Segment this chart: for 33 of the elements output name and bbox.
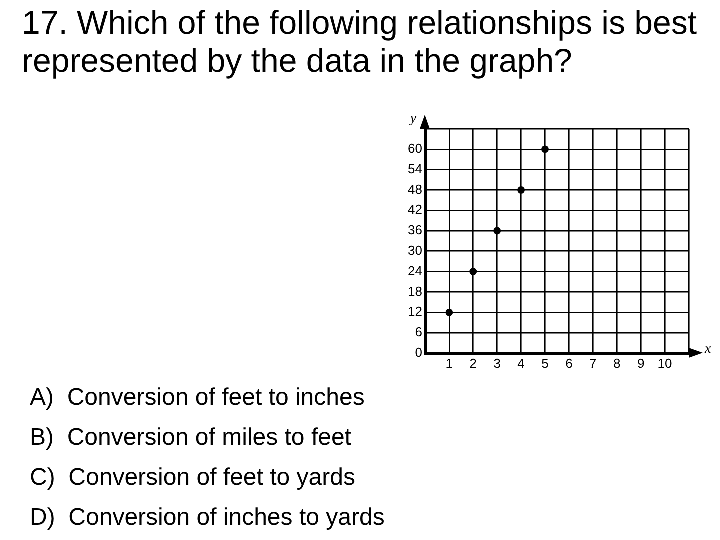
- point: [494, 227, 502, 235]
- x-tick-label: 5: [542, 356, 549, 371]
- x-axis-title: x: [704, 342, 712, 358]
- text: B) Conversion of miles to feet: [30, 423, 352, 453]
- y-tick-label: 60: [408, 140, 422, 156]
- text: D) Conversion of inches to yards: [30, 503, 385, 533]
- y-axis-title: y: [408, 112, 418, 127]
- y-tick-label: 54: [408, 161, 422, 176]
- x-tick-label: 7: [590, 356, 597, 371]
- y-tick-label: 24: [408, 263, 422, 278]
- x-tick-label: 8: [614, 356, 621, 371]
- y-tick-label: 36: [408, 222, 422, 238]
- y-tick-label: 12: [408, 304, 422, 320]
- x-tick-label: 1: [446, 356, 454, 371]
- chart-title: 17. Which of the following relationships is best represented by the data in the graph?: [22, 4, 698, 80]
- x-tick-label: 3: [494, 356, 501, 371]
- x-tick-label: 6: [566, 356, 573, 371]
- y-tick-label: 42: [408, 202, 422, 218]
- x-tick-label: 4: [518, 356, 525, 371]
- point: [542, 146, 549, 154]
- y-tick-label: 18: [408, 284, 422, 299]
- y-tick-label: 30: [408, 242, 422, 258]
- x-tick-label: 2: [470, 356, 477, 371]
- point: [518, 186, 525, 194]
- text: A) Conversion of feet to inches: [30, 383, 366, 413]
- point: [446, 308, 454, 316]
- text: C) Conversion of feet to yards: [30, 463, 356, 493]
- y-tick-label: 48: [408, 182, 422, 197]
- y-tick-label: 0: [415, 344, 422, 360]
- point: [470, 268, 478, 276]
- y-tick-label: 6: [415, 324, 422, 340]
- x-tick-label: 9: [637, 356, 645, 371]
- x-tick-label: 10: [658, 356, 672, 371]
